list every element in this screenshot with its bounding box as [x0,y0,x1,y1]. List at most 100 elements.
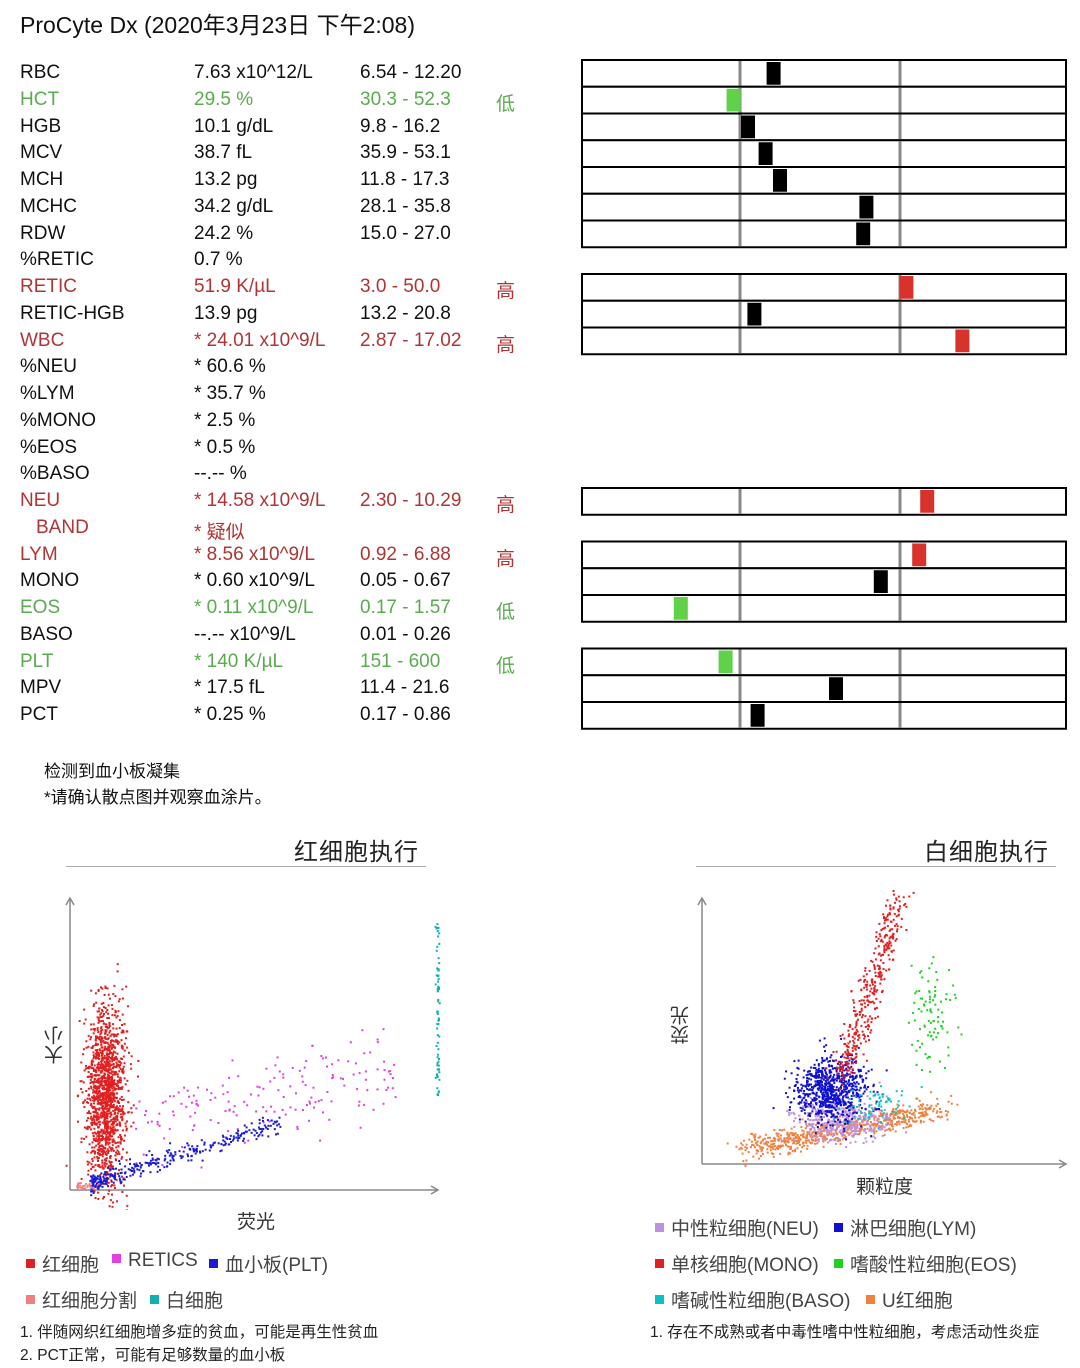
result-name: %NEU [20,356,78,378]
result-value: 13.9 pg [194,302,258,324]
result-row: %BASO --.-- % [0,461,560,488]
gauge-bar [581,674,1067,703]
gauge-marker [873,570,888,593]
result-value: * 140 K/µL [194,650,284,672]
legend-label: 嗜碱性粒细胞(BASO) [671,1291,851,1312]
gauge-marker [718,650,733,674]
rbc-cloud-plt [90,1116,282,1197]
result-row: NEU * 14.58 x10^9/L 2.30 - 10.29 高 [0,488,560,516]
result-row: %EOS * 0.5 % [0,435,560,462]
result-row: MCHC 34.2 g/dL 28.1 - 35.8 [0,194,560,221]
result-value: 38.7 fL [194,142,253,164]
result-name: BASO [20,623,73,645]
result-reference-range: 30.3 - 52.3 [360,88,451,110]
result-name: %RETIC [20,249,94,271]
gauge-bar [581,567,1067,596]
result-reference-range: 9.8 - 16.2 [360,115,441,137]
gauge-bar [581,273,1067,302]
result-row: RETIC 51.9 K/µL 3.0 - 50.0 高 [0,274,560,302]
gauge-marker [741,115,755,139]
legend-item: RETICS [112,1250,198,1272]
gauge-bar [581,192,1067,222]
result-reference-range: 15.0 - 27.0 [360,222,451,244]
result-row: BASO --.-- x10^9/L 0.01 - 0.26 [0,622,560,649]
rbc-x-axis-label: 荧光 [237,1212,276,1233]
gauge-marker [859,195,874,219]
legend-swatch [112,1254,121,1264]
wbc-x-axis-label: 颗粒度 [856,1177,914,1198]
gauge-marker [726,88,741,112]
result-name: RETIC [20,276,77,297]
result-value: 13.2 pg [194,169,258,190]
result-name: HGB [20,115,62,137]
legend-item: 白细胞 [150,1286,223,1313]
result-reference-range: 0.17 - 0.86 [360,704,451,725]
rbc-y-axis-label: 大小 [45,1026,66,1064]
gauge-bar [581,166,1067,195]
gauge-bar [581,487,1067,516]
wbc-cloud-lym [772,1037,888,1141]
result-row: PLT * 140 K/µL 151 - 600 低 [0,649,560,677]
result-reference-range: 11.4 - 21.6 [360,677,450,699]
gauge-marker [899,276,914,299]
legend-swatch [655,1223,664,1233]
gauge-bar [581,85,1067,115]
wbc-x-arrow [1058,1159,1068,1169]
rbc-plot-rule [66,866,426,867]
result-row: MONO * 0.60 x10^9/L 0.05 - 0.67 [0,568,560,595]
result-row: MCV 38.7 fL 35.9 - 53.1 [0,140,560,167]
result-name: LYM [20,543,58,565]
rbc-footnote-1: 1. 伴随网织红细胞增多症的贫血，可能是再生性贫血 [20,1324,379,1341]
result-value: --.-- % [194,463,247,485]
legend-item: 血小板(PLT) [209,1250,328,1277]
result-value: * 14.58 x10^9/L [194,490,326,511]
legend-swatch [834,1223,843,1233]
result-name: EOS [20,597,61,618]
result-flag: 高 [496,548,516,570]
rbc-cloud-red [65,963,140,1210]
legend-swatch [655,1259,664,1269]
result-value: 34.2 g/dL [194,195,274,217]
gauge-bar [581,540,1067,570]
result-value: * 24.01 x10^9/L [194,329,326,351]
result-name: RBC [20,62,61,83]
result-reference-range: 6.54 - 12.20 [360,62,462,83]
result-reference-range: 151 - 600 [360,650,441,672]
result-row: WBC * 24.01 x10^9/L 2.87 - 17.02 高 [0,328,560,356]
result-name: MCHC [20,195,77,217]
legend-label: RETICS [128,1250,198,1271]
result-value: * 60.6 % [194,356,266,378]
result-flag: 低 [496,93,516,115]
result-name: WBC [20,329,65,351]
result-name: %MONO [20,409,96,431]
gauge-marker [829,677,843,700]
result-name: MCV [20,142,63,164]
legend-swatch [655,1295,664,1305]
gauge-marker [758,142,773,165]
result-value: * 8.56 x10^9/L [194,543,315,565]
legend-label: 中性粒细胞(NEU) [671,1219,819,1240]
result-value: 24.2 % [194,222,254,244]
legend-label: 嗜酸性粒细胞(EOS) [850,1255,1017,1276]
legend-item: 单核细胞(MONO) [655,1250,819,1277]
result-value: 29.5 % [194,88,254,110]
result-reference-range: 11.8 - 17.3 [360,169,450,190]
result-value: 0.7 % [194,249,243,271]
wbc-footnote-1: 1. 存在不成熟或者中毒性嗜中性粒细胞，考虑活动性炎症 [650,1324,1040,1341]
result-name: %LYM [20,383,75,404]
legend-item: U红细胞 [866,1286,953,1313]
note-check-smear: *请确认散点图并观察血涂片。 [44,788,272,807]
rbc-cloud-retics [135,1028,397,1169]
legend-item: 红细胞分割 [26,1286,137,1313]
legend-item: 嗜酸性粒细胞(EOS) [834,1250,1017,1277]
result-row: %NEU * 60.6 % [0,354,560,381]
gauge-bar [581,59,1067,88]
result-name: BAND [36,516,89,538]
result-reference-range: 0.01 - 0.26 [360,623,451,645]
result-row: MCH 13.2 pg 11.8 - 17.3 [0,167,560,194]
rbc-cloud-frag [76,1182,95,1190]
result-reference-range: 35.9 - 53.1 [360,142,451,164]
result-row: LYM * 8.56 x10^9/L 0.92 - 6.88 高 [0,542,560,570]
result-row: MPV * 17.5 fL 11.4 - 21.6 [0,675,560,702]
result-row: %RETIC 0.7 % [0,247,560,274]
